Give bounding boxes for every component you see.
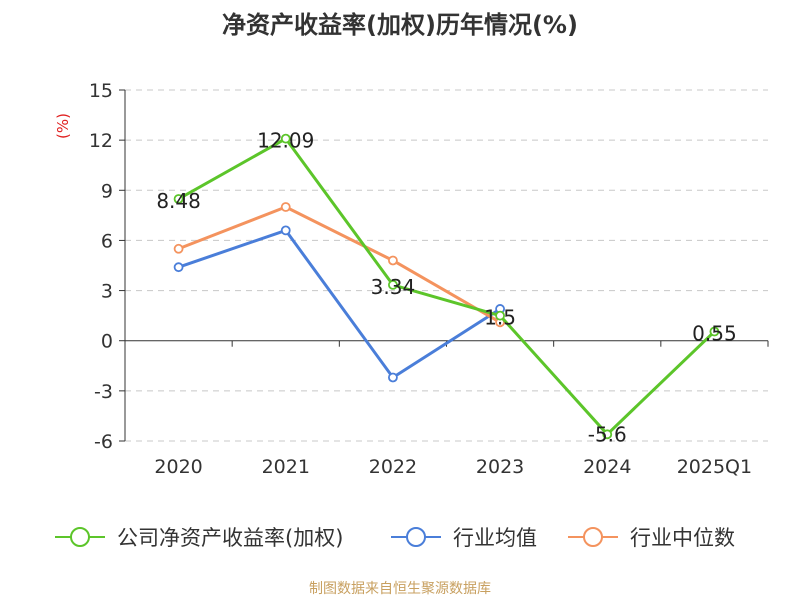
series-point-1 (173, 262, 184, 273)
data-label: 12.09 (257, 129, 314, 153)
data-label: 8.48 (156, 189, 201, 213)
legend-label: 公司净资产收益率(加权) (117, 526, 343, 550)
grid (125, 89, 768, 442)
legend-item-0[interactable]: 公司净资产收益率(加权) (55, 526, 343, 550)
x-tick-label: 2025Q1 (677, 456, 752, 478)
series-line-1 (178, 228, 501, 379)
y-tick-label: 15 (89, 80, 113, 102)
x-tick-label: 2023 (476, 456, 524, 478)
series-point-2 (280, 202, 291, 212)
x-tick-label: 2022 (369, 456, 417, 478)
y-tick-label: 12 (89, 130, 113, 152)
legend-label: 行业中位数 (630, 526, 735, 550)
y-tick-label: -6 (94, 431, 113, 453)
y-tick-label: 9 (101, 180, 113, 202)
axes: 15 12 9 6 3 0 -3 -6 2020 2021 2022 2023 2024 2025Q1 (89, 80, 769, 478)
series-point-0 (709, 326, 720, 337)
series-point-0 (602, 429, 613, 440)
series-line-2 (178, 205, 501, 324)
series-point-0 (495, 310, 505, 321)
y-tick-label: 3 (101, 281, 113, 303)
source-note: 制图数据来自恒生聚源数据库 (309, 581, 491, 597)
legend-item-2[interactable]: 行业中位数 (568, 526, 735, 550)
series-point-1 (388, 372, 398, 383)
series-point-0 (173, 194, 184, 204)
legend[interactable]: 公司净资产收益率(加权) 行业均值 行业中位数 (55, 526, 735, 550)
chart-title: 净资产收益率(加权)历年情况(%) (222, 11, 578, 39)
legend-marker (406, 527, 426, 547)
series-lines (173, 133, 720, 440)
data-label: 1.5 (484, 306, 516, 330)
series-point-2 (388, 255, 398, 266)
legend-marker (583, 527, 603, 547)
legend-marker (70, 527, 90, 547)
legend-label: 行业均值 (453, 526, 537, 550)
series-point-0 (280, 133, 291, 144)
x-tick-label: 2020 (154, 456, 202, 478)
series-line-0 (177, 137, 716, 436)
series-point-1 (280, 225, 291, 236)
y-tick-label: -3 (94, 381, 113, 403)
data-label: 3.34 (371, 275, 416, 299)
x-tick-label: 2024 (583, 456, 631, 478)
legend-item-1[interactable]: 行业均值 (391, 526, 537, 550)
series-point-0 (388, 279, 398, 290)
x-tick-label: 2021 (262, 456, 310, 478)
data-labels: 8.48 12.09 3.34 1.5 -5.6 0.55 (156, 129, 736, 447)
y-tick-label: 0 (101, 331, 113, 353)
data-label: -5.6 (588, 422, 627, 446)
y-axis-label: (%) (54, 113, 72, 139)
y-tick-label: 6 (101, 230, 113, 252)
series-point-2 (173, 243, 184, 254)
data-label: 0.55 (692, 322, 737, 346)
